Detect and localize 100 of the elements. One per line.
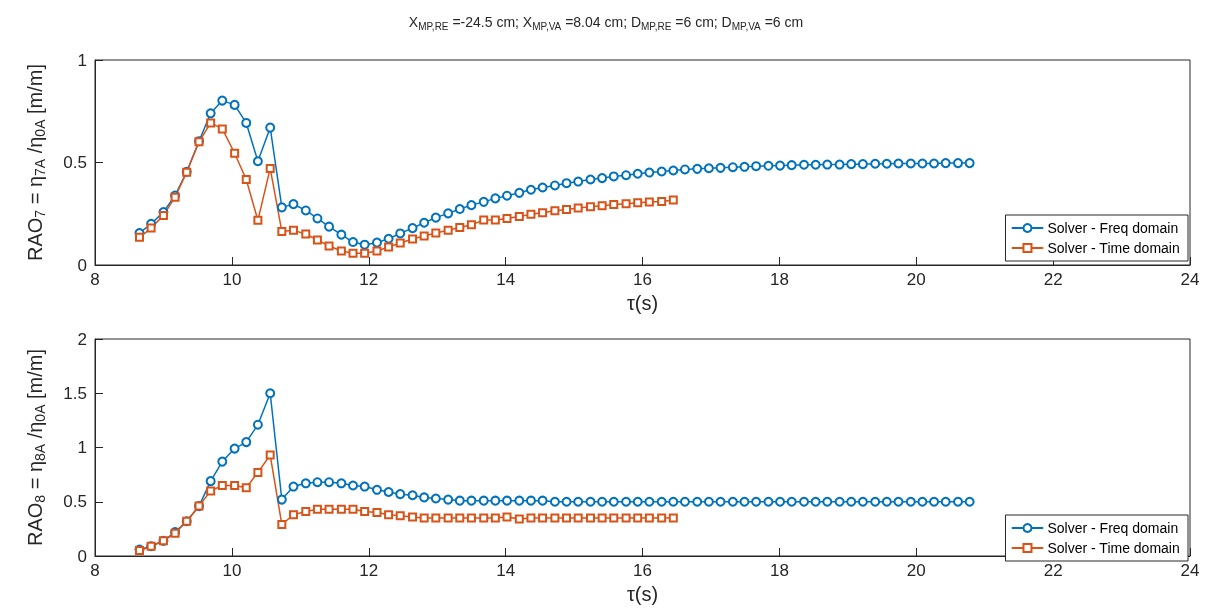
point [455, 513, 465, 523]
point [526, 209, 536, 219]
point [360, 507, 370, 517]
y-tick-label: 0.5 [63, 492, 87, 512]
point [324, 241, 334, 251]
point [490, 215, 500, 225]
point [395, 511, 405, 521]
point [241, 483, 251, 493]
point [514, 514, 524, 524]
point [466, 220, 476, 230]
point [431, 228, 441, 238]
point [134, 232, 144, 242]
point [562, 513, 572, 523]
point [621, 199, 631, 209]
point [538, 513, 548, 523]
point [312, 504, 322, 514]
point [526, 513, 536, 523]
point [609, 513, 619, 523]
y-tick-label: 0.5 [63, 153, 87, 172]
point [633, 198, 643, 208]
point [230, 148, 240, 158]
point [265, 163, 275, 173]
point [348, 504, 358, 514]
x-tick-label: 24 [1180, 270, 1200, 289]
point [585, 513, 595, 523]
point [443, 225, 453, 235]
point [443, 513, 453, 523]
point [502, 512, 512, 522]
point [479, 513, 489, 523]
point [668, 513, 678, 523]
point [514, 211, 524, 221]
point [550, 513, 560, 523]
point [288, 510, 298, 520]
x-tick-label: 10 [222, 561, 242, 580]
point [633, 513, 643, 523]
legend-label: Solver - Freq domain [1047, 220, 1179, 236]
point [502, 213, 512, 223]
point [372, 246, 382, 256]
point [277, 226, 287, 236]
point [644, 513, 654, 523]
point [573, 513, 583, 523]
x-tick-label: 8 [90, 561, 100, 580]
x-tick-label: 20 [906, 561, 926, 580]
point [336, 504, 346, 514]
point [146, 223, 156, 233]
point [419, 231, 429, 241]
point [657, 196, 667, 206]
point [585, 202, 595, 212]
point [265, 450, 275, 460]
x-tick-label: 12 [359, 561, 379, 580]
point [360, 248, 370, 258]
legend-label: Solver - Freq domain [1047, 520, 1179, 536]
legend-label: Solver - Time domain [1047, 540, 1180, 556]
point [573, 203, 583, 213]
point [206, 118, 216, 128]
y-tick-label: 2 [77, 329, 87, 349]
x-tick-label: 8 [90, 270, 100, 289]
point [644, 197, 654, 207]
x-tick-label: 14 [496, 270, 516, 289]
point [466, 513, 476, 523]
point [479, 215, 489, 225]
point [241, 175, 251, 185]
legend-label: Solver - Time domain [1047, 240, 1180, 256]
point [384, 510, 394, 520]
point [657, 513, 667, 523]
point [301, 229, 311, 239]
point [324, 504, 334, 514]
x-tick-label: 16 [633, 270, 652, 289]
point [206, 486, 216, 496]
point [312, 235, 322, 245]
point [348, 248, 358, 258]
x-tick-label: 22 [1043, 270, 1063, 289]
x-tick-label: 18 [769, 561, 789, 580]
point [455, 222, 465, 232]
point [668, 195, 678, 205]
point [408, 512, 418, 522]
x-axis-title: τ(s) [626, 292, 659, 314]
point [609, 200, 619, 210]
point [562, 204, 572, 214]
point [431, 513, 441, 523]
point [253, 467, 263, 477]
y-tick-label: 0 [77, 255, 87, 275]
point [230, 480, 240, 490]
point [550, 206, 560, 216]
point [288, 225, 298, 235]
point [336, 246, 346, 256]
point [597, 513, 607, 523]
point [408, 234, 418, 244]
x-axis-title: τ(s) [626, 583, 659, 605]
point [597, 201, 607, 211]
y-tick-label: 1.5 [63, 383, 87, 403]
point [384, 242, 394, 252]
x-tick-label: 12 [359, 270, 379, 289]
point [277, 520, 287, 530]
point [301, 507, 311, 517]
y-tick-label: 1 [77, 438, 87, 457]
point [538, 208, 548, 218]
point [253, 215, 263, 225]
x-tick-label: 20 [906, 270, 926, 289]
point [395, 238, 405, 248]
